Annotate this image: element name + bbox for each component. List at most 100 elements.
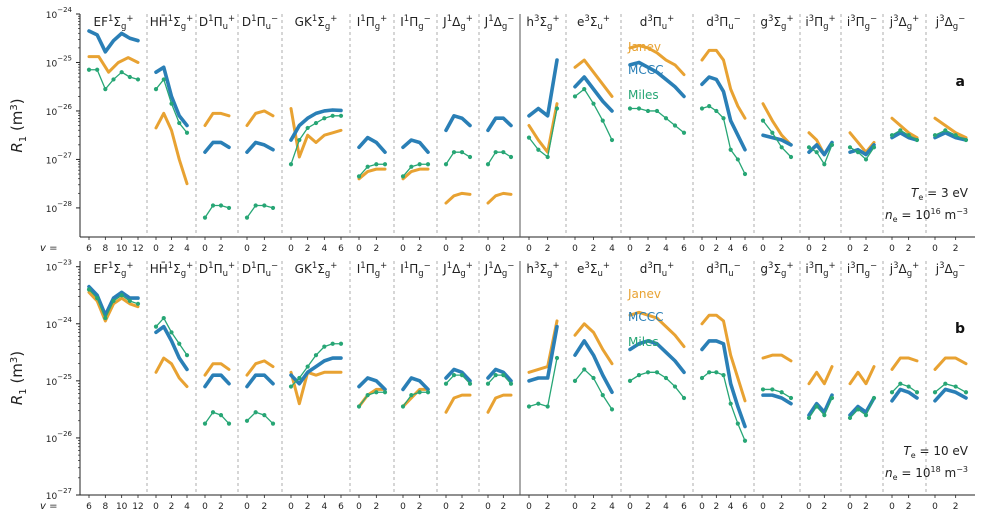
x-tick-label: 0 xyxy=(288,502,294,512)
state-group: D1Πu+0 2 xyxy=(199,14,235,254)
series-line-janev xyxy=(401,167,430,181)
series-point-miles xyxy=(218,412,224,418)
state-group: GK1Σg+0 2 4 6 xyxy=(288,14,344,254)
state-label-parity: u xyxy=(597,22,602,32)
series-line-janev xyxy=(628,310,686,349)
state-label: HH̄1Σg+ xyxy=(150,261,194,279)
y-tick-exponent: −23 xyxy=(57,259,72,267)
state-label-multiplicity: 1 xyxy=(168,14,173,24)
series-point-miles xyxy=(425,162,431,167)
series-line-mccc xyxy=(357,135,387,154)
y-tick-base: 10 xyxy=(46,205,58,215)
y-tick-label: 10−27 xyxy=(46,151,72,166)
state-label-multiplicity: 1 xyxy=(447,14,452,24)
state-label: d3Πu− xyxy=(706,261,741,279)
series-point-miles xyxy=(600,118,605,123)
series-line-mccc xyxy=(444,114,472,133)
y-tick-exponent: −27 xyxy=(57,151,72,159)
series-line-miles xyxy=(891,129,918,141)
series-point-miles xyxy=(645,370,651,375)
state-label-symbol: Δ xyxy=(899,262,908,276)
series-point-miles xyxy=(493,150,498,155)
state-label-multiplicity: 1 xyxy=(108,14,113,24)
series-line-janev xyxy=(87,55,140,74)
series-point-miles xyxy=(672,123,678,128)
series-point-miles xyxy=(721,373,726,378)
x-tick-label: 2 xyxy=(500,502,506,512)
series-line-mccc xyxy=(573,75,614,113)
state-label-parity: u xyxy=(662,22,667,32)
x-tick-label: 2 xyxy=(591,244,597,254)
series-point-miles xyxy=(728,147,733,152)
series-line-mccc xyxy=(87,284,140,318)
x-tick-label: 2 xyxy=(459,502,465,512)
series-point-miles xyxy=(681,130,687,135)
series-line-janev xyxy=(203,111,231,127)
series-point-miles xyxy=(847,415,853,421)
state-label-parity: g xyxy=(907,269,912,279)
series-point-miles xyxy=(898,128,903,133)
series-point-miles xyxy=(788,154,794,160)
series-point-miles xyxy=(863,412,869,418)
series-point-miles xyxy=(127,74,132,80)
series-point-miles xyxy=(177,120,182,126)
series-line-mccc xyxy=(890,130,919,142)
state-label-reflection: + xyxy=(667,261,674,271)
series-line-miles xyxy=(891,383,918,393)
series-point-miles xyxy=(663,116,669,121)
y-tick-base: 10 xyxy=(46,108,58,118)
state-label-multiplicity: 1 xyxy=(488,14,493,24)
density-unit-exponent: −3 xyxy=(956,465,968,474)
series-point-miles xyxy=(609,407,615,412)
state-label-multiplicity: 3 xyxy=(534,261,539,271)
series-point-miles xyxy=(262,203,267,208)
y-tick-exponent: −24 xyxy=(57,6,72,14)
series-point-miles xyxy=(943,381,948,386)
series-point-miles xyxy=(536,401,541,406)
series-point-miles xyxy=(545,154,550,160)
x-tick-label: 8 xyxy=(102,244,108,254)
state-label-reflection: + xyxy=(380,14,387,24)
y-tick-label: 10−23 xyxy=(46,259,72,274)
state-label-letters: J xyxy=(442,262,447,276)
state-group: i3Πg− 0 2 xyxy=(847,261,877,512)
series-point-miles xyxy=(788,395,794,401)
state-label-parity: g xyxy=(121,269,126,279)
state-label: I1Πg− xyxy=(400,14,431,32)
series-line-janev xyxy=(154,356,189,389)
state-label-letters: g xyxy=(760,262,768,276)
x-tick-label: 0 xyxy=(443,502,449,512)
x-tick-label: 0 xyxy=(400,244,406,254)
x-tick-label: 4 xyxy=(663,502,669,512)
series-point-miles xyxy=(382,162,388,167)
state-label-parity: g xyxy=(121,22,126,32)
state-label-symbol: Σ xyxy=(773,15,781,29)
series-point-miles xyxy=(244,215,250,220)
series-point-miles xyxy=(210,203,216,208)
x-tick-label: 2 xyxy=(169,502,175,512)
y-label-subscript: 1 xyxy=(18,388,29,394)
state-label: GK1Σg+ xyxy=(295,261,338,279)
state-label-reflection: + xyxy=(330,14,337,24)
y-tick-base: 10 xyxy=(46,435,58,445)
series-point-miles xyxy=(806,415,812,421)
state-label-symbol: Δ xyxy=(494,15,503,29)
series-point-miles xyxy=(721,116,726,121)
series-point-miles xyxy=(86,67,92,72)
density-symbol: n xyxy=(885,208,893,222)
legend-label-miles: Miles xyxy=(628,335,659,349)
state-label-multiplicity: 3 xyxy=(850,261,855,271)
series-line-mccc xyxy=(401,376,430,392)
series-line-janev xyxy=(444,191,472,205)
state-label: g3Σg+ xyxy=(760,14,793,32)
state-label-letters: h xyxy=(526,262,534,276)
series-point-miles xyxy=(501,373,506,378)
state-label-symbol: Σ xyxy=(173,15,181,29)
panel-letter: b xyxy=(955,321,965,337)
series-point-miles xyxy=(636,373,642,378)
state-label-symbol: Σ xyxy=(317,262,325,276)
series-point-miles xyxy=(322,116,327,121)
series-point-miles xyxy=(914,390,920,395)
series-line-janev xyxy=(573,58,614,98)
